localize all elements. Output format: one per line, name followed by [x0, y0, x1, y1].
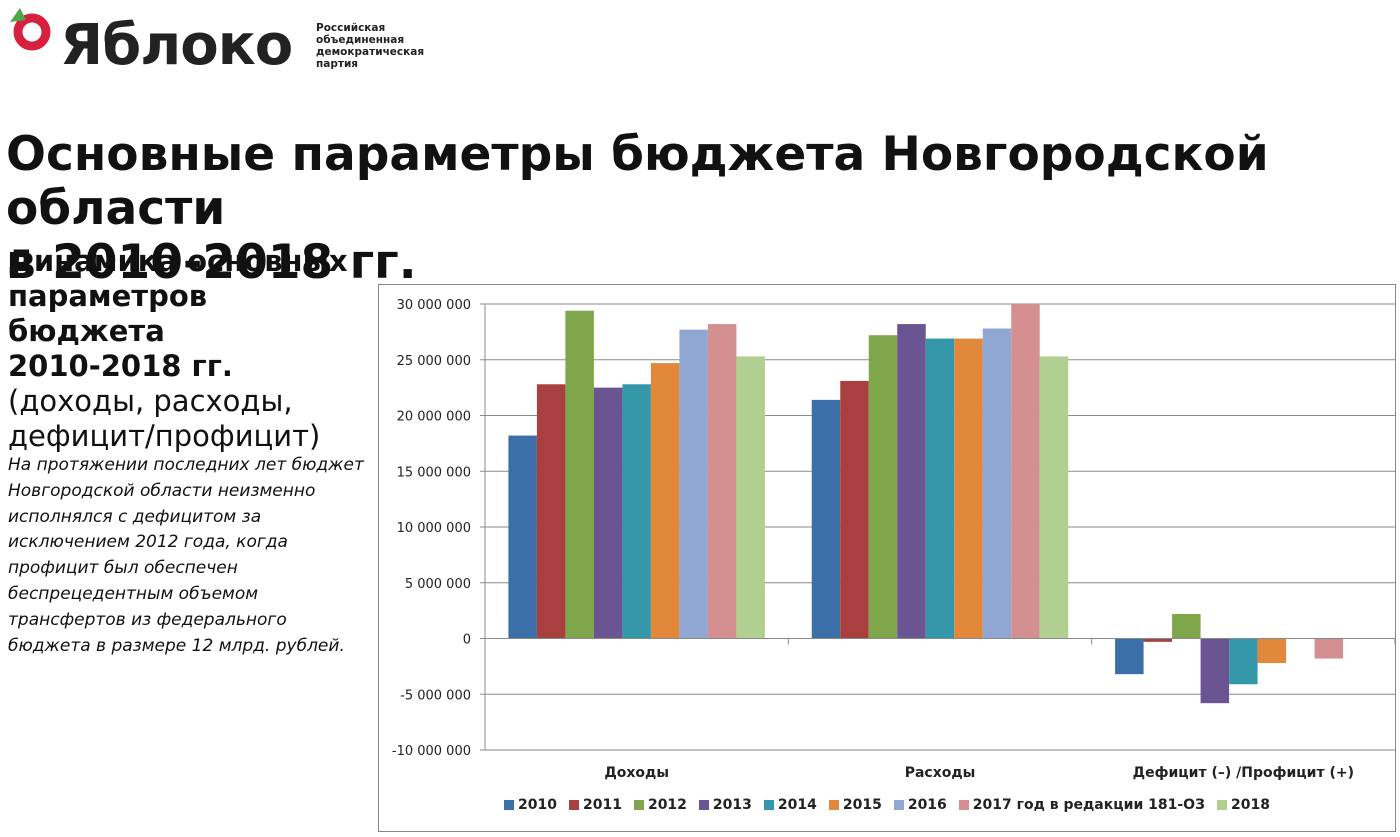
bar: [1011, 304, 1040, 639]
bar: [1172, 613, 1201, 639]
legend-swatch: [763, 800, 774, 810]
x-category-label: Дефицит (–) /Профицит (+): [1133, 765, 1354, 781]
legend-item: 2012: [633, 797, 687, 813]
legend-item: 2017 год в редакции 181-ОЗ: [958, 797, 1206, 813]
legend-swatch: [633, 800, 644, 810]
bar: [868, 335, 898, 639]
legend-label: 2016: [907, 797, 947, 813]
y-tick-label: 25 000 000: [397, 354, 471, 369]
legend-item: 2011: [568, 797, 622, 813]
page-title-line: в 2010-2018 гг.: [6, 235, 417, 290]
bar: [1229, 638, 1258, 685]
y-tick-label: -5 000 000: [400, 688, 471, 703]
legend-label: 2011: [582, 797, 622, 813]
legend-swatch: [1217, 800, 1228, 810]
legend-item: 2014: [763, 797, 817, 813]
bar: [565, 310, 594, 639]
legend-item: 2018: [1217, 797, 1270, 813]
page-title: Основные параметры бюджета Новгородской …: [6, 128, 1386, 290]
y-tick-label: 5 000 000: [405, 577, 471, 592]
side-heading-line: Динамика основных: [8, 244, 348, 278]
bar: [622, 384, 651, 639]
legend-label: 2018: [1231, 797, 1270, 813]
y-tick-label: 15 000 000: [397, 465, 471, 480]
legend-label: 2017 год в редакции 181-ОЗ: [972, 797, 1206, 813]
bar: [840, 380, 869, 639]
bar: [1143, 638, 1173, 642]
y-tick-label: 30 000 000: [397, 298, 471, 313]
bar: [1257, 638, 1287, 664]
bar: [536, 384, 566, 639]
legend-swatch: [958, 800, 969, 810]
budget-bar-chart: 30 000 000 25 000 000 20 000 000 15 000 000…: [392, 298, 1395, 781]
legend-label: 2014: [777, 797, 817, 813]
y-tick-label: 20 000 000: [397, 410, 471, 425]
legend-swatch: [568, 800, 579, 810]
side-heading-line: 2010-2018 гг.: [8, 349, 233, 383]
chart-legend: 2010 2011 2012 2013 2014 2015 2016 2017 год в р…: [379, 797, 1395, 813]
legend-label: 2013: [712, 797, 752, 813]
side-description: На протяжении последних лет бюджет Новго…: [8, 455, 364, 656]
legend-item: 2010: [504, 797, 557, 813]
x-category-label: Доходы: [604, 765, 669, 781]
bar: [954, 338, 983, 639]
legend-swatch: [504, 800, 515, 810]
bar: [1039, 356, 1069, 639]
legend-item: 2016: [893, 797, 947, 813]
side-heading-line: (доходы, расходы,: [8, 384, 293, 418]
legend-swatch: [893, 800, 904, 810]
bar: [508, 435, 537, 639]
side-heading: Динамика основных параметров бюджета 201…: [8, 244, 368, 454]
bar: [593, 387, 623, 639]
y-tick-label: 10 000 000: [397, 521, 471, 536]
side-heading-line: дефицит/профицит): [8, 419, 321, 453]
side-heading-line: параметров бюджета: [8, 279, 208, 348]
bar: [679, 329, 708, 639]
logo-subtitle-line: объединенная: [316, 34, 405, 46]
bar: [1115, 638, 1144, 675]
logo-subtitle-line: Российская: [316, 22, 386, 34]
bar: [1200, 638, 1230, 704]
legend-label: 2012: [647, 797, 687, 813]
logo: Яблоко Российская объединенная демократи…: [8, 4, 428, 84]
legend-swatch: [828, 800, 839, 810]
legend-item: 2013: [698, 797, 752, 813]
bar: [811, 399, 841, 639]
y-tick-label: -10 000 000: [392, 744, 471, 759]
bar: [707, 324, 737, 639]
legend-item: 2015: [828, 797, 882, 813]
bar: [736, 356, 765, 639]
legend-label: 2015: [842, 797, 882, 813]
logo-subtitle-line: партия: [316, 58, 359, 70]
page-title-line: Основные параметры бюджета Новгородской …: [6, 127, 1269, 236]
logo-subtitle: Российская объединенная демократическая …: [316, 22, 436, 70]
bar: [897, 324, 926, 639]
apple-logo-icon: [10, 8, 51, 51]
legend-label: 2010: [518, 797, 557, 813]
y-tick-label: 0: [463, 633, 471, 648]
bar: [1314, 638, 1344, 659]
bar: [925, 338, 955, 639]
chart-frame: 30 000 000 25 000 000 20 000 000 15 000 000…: [378, 284, 1396, 832]
bar: [982, 328, 1012, 639]
legend-swatch: [698, 800, 709, 810]
logo-subtitle-line: демократическая: [316, 46, 425, 58]
logo-text: Яблоко: [60, 13, 293, 78]
bar: [650, 363, 680, 639]
x-category-label: Расходы: [905, 765, 976, 781]
